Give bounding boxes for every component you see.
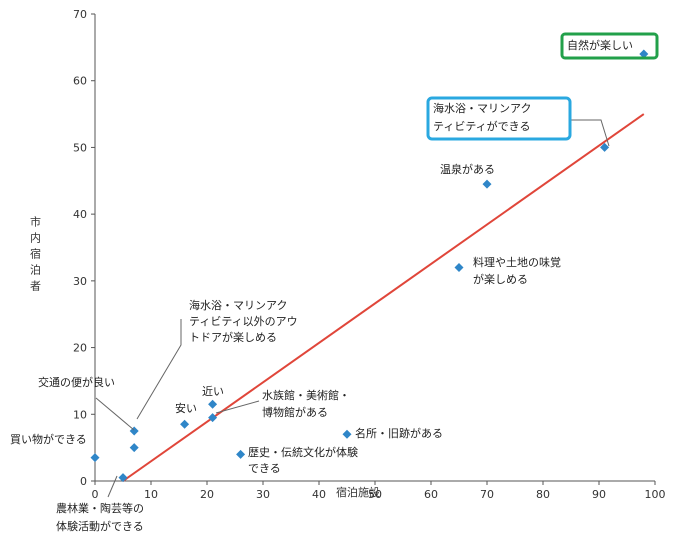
x-tick-label: 30 xyxy=(256,488,270,501)
label-outdoor-line2: ティビティ以外のアウ xyxy=(189,315,298,328)
y-axis-title: 市内宿泊者 xyxy=(29,215,42,296)
label-museum-line1: 水族館・美術館・ xyxy=(262,388,350,402)
label-farm-line1: 農林業・陶芸等の xyxy=(56,501,144,515)
label-onsen: 温泉がある xyxy=(440,162,495,176)
data-point xyxy=(482,179,492,189)
x-tick-label: 70 xyxy=(480,488,494,501)
label-near: 近い xyxy=(202,385,224,398)
leader-outdoor xyxy=(136,319,182,420)
y-tick-label: 30 xyxy=(73,275,87,288)
label-sea-line1: 海水浴・マリンアク xyxy=(433,101,531,115)
y-tick-label: 60 xyxy=(73,75,87,88)
leader-museum xyxy=(215,400,260,414)
axis-ticks: 0 10 20 30 40 50 60 70 80 90 100 0 10 20 30 40 50 60 70 xyxy=(73,8,666,501)
data-point xyxy=(118,473,128,483)
leader-traffic xyxy=(95,397,135,431)
label-history-line2: できる xyxy=(248,462,281,475)
label-food-line2: が楽しめる xyxy=(473,272,528,286)
x-tick-label: 100 xyxy=(645,488,666,501)
data-point xyxy=(342,429,352,439)
data-point xyxy=(208,399,218,409)
x-tick-label: 20 xyxy=(200,488,214,501)
data-point xyxy=(639,49,649,59)
x-tick-label: 40 xyxy=(312,488,326,501)
label-outdoor-line3: トドアが楽しめる xyxy=(189,330,277,344)
highlight-box-sea xyxy=(426,96,572,141)
leader-farm xyxy=(107,475,118,498)
leader-sea xyxy=(571,119,610,147)
point-labels: 自然が楽しい 海水浴・マリンアク ティビティができる 温泉がある 料理や土地の味… xyxy=(10,38,633,533)
x-tick-label: 50 xyxy=(368,488,382,501)
data-point xyxy=(129,443,139,453)
y-tick-label: 70 xyxy=(73,8,87,21)
axes xyxy=(94,14,655,482)
x-tick-label: 0 xyxy=(92,488,99,501)
trend-line xyxy=(122,113,645,482)
label-sea-line2: ティビティができる xyxy=(433,119,530,133)
y-tick-label: 40 xyxy=(73,208,87,221)
x-tick-label: 90 xyxy=(592,488,606,501)
x-axis-title: 宿泊施設 xyxy=(336,485,380,499)
label-traffic: 交通の便が良い xyxy=(38,375,115,389)
leader-lines xyxy=(95,119,610,498)
data-point xyxy=(454,263,464,273)
y-tick-label: 10 xyxy=(73,408,87,421)
data-point xyxy=(208,413,218,423)
label-cheap: 安い xyxy=(175,401,197,415)
label-outdoor-line1: 海水浴・マリンアク xyxy=(189,298,287,312)
label-farm-line2: 体験活動ができる xyxy=(56,519,144,533)
label-shopping: 買い物ができる xyxy=(10,432,87,446)
highlight-box-nature xyxy=(560,32,659,60)
data-point xyxy=(600,142,610,152)
x-tick-label: 10 xyxy=(144,488,158,501)
label-ruins: 名所・旧跡がある xyxy=(355,426,443,440)
label-nature: 自然が楽しい xyxy=(567,38,633,52)
y-tick-label: 0 xyxy=(80,475,87,488)
label-museum-line2: 博物館がある xyxy=(262,405,328,419)
label-history-line1: 歴史・伝統文化が体験 xyxy=(248,445,358,459)
x-tick-label: 60 xyxy=(424,488,438,501)
data-points xyxy=(90,49,649,483)
y-tick-label: 20 xyxy=(73,342,87,355)
data-point xyxy=(236,449,246,459)
label-food-line1: 料理や土地の味覚 xyxy=(473,255,561,269)
data-point xyxy=(90,453,100,463)
data-point xyxy=(180,419,190,429)
y-tick-label: 50 xyxy=(73,141,87,154)
x-tick-label: 80 xyxy=(536,488,550,501)
